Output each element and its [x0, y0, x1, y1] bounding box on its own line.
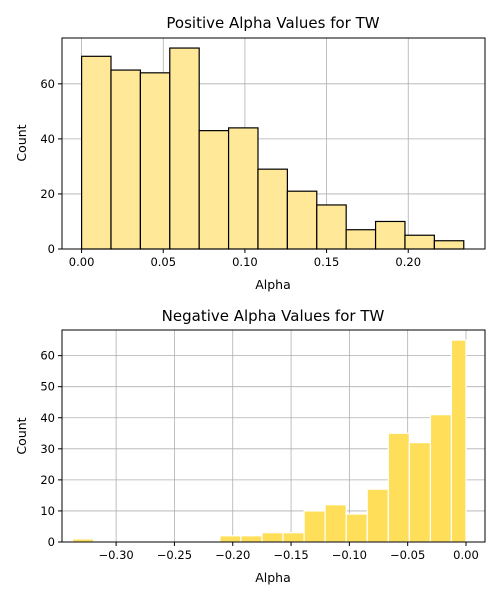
- histogram-bar: [450, 339, 467, 543]
- x-axis-label: Alpha: [255, 570, 291, 585]
- histogram-bar: [198, 130, 230, 250]
- x-tick-label: 0.00: [69, 255, 95, 269]
- y-tick-label: 40: [40, 411, 55, 425]
- histogram-bar: [227, 127, 259, 250]
- y-tick-label: 30: [40, 442, 55, 456]
- x-ticks: 0.00 0.05 0.10 0.15 0.20: [69, 249, 421, 269]
- chart-negative-alpha: Negative Alpha Values for TW Alpha Count…: [14, 307, 486, 585]
- x-tick-label: 0.20: [395, 255, 421, 269]
- y-axis-label: Count: [14, 417, 29, 454]
- histogram-bar: [261, 532, 284, 543]
- histogram-bar: [240, 535, 263, 543]
- x-tick-label: 0.15: [314, 255, 340, 269]
- y-tick-label: 20: [40, 473, 55, 487]
- chart-title: Positive Alpha Values for TW: [166, 14, 379, 32]
- x-tick-label: −0.15: [273, 548, 308, 562]
- histogram-bar: [429, 414, 453, 543]
- y-tick-label: 0: [48, 242, 55, 256]
- histogram-bar: [286, 190, 318, 250]
- y-tick-label: 40: [40, 132, 55, 146]
- x-tick-label: 0.00: [453, 548, 479, 562]
- y-axis-label: Count: [14, 124, 29, 161]
- y-tick-label: 60: [40, 77, 55, 91]
- histogram-bar: [110, 69, 141, 250]
- x-tick-label: −0.20: [215, 548, 250, 562]
- histogram-bar: [80, 55, 112, 250]
- x-tick-label: 0.05: [150, 255, 176, 269]
- histogram-bar: [366, 488, 389, 543]
- chart-title: Negative Alpha Values for TW: [162, 307, 385, 325]
- histogram-bar: [324, 504, 347, 543]
- histogram-bar: [408, 442, 432, 543]
- x-tick-label: −0.10: [332, 548, 367, 562]
- histogram-bar: [257, 168, 288, 250]
- bars: [71, 339, 467, 543]
- chart-positive-alpha: Positive Alpha Values for TW Alpha Count…: [14, 14, 486, 292]
- y-tick-label: 20: [40, 187, 55, 201]
- plot-frame: [61, 329, 486, 543]
- y-ticks: 0 20 40 60: [40, 77, 62, 256]
- y-tick-label: 0: [48, 535, 55, 549]
- x-tick-label: −0.25: [157, 548, 192, 562]
- y-tick-label: 50: [40, 380, 55, 394]
- plot-frame: [61, 37, 486, 250]
- histogram-bar: [219, 535, 242, 543]
- histogram-bar: [303, 510, 326, 543]
- histogram-bar: [345, 229, 377, 250]
- histogram-bar: [169, 47, 200, 250]
- histogram-bar: [139, 72, 171, 250]
- x-tick-label: −0.30: [98, 548, 133, 562]
- histogram-bar: [433, 240, 465, 250]
- histogram-bar: [316, 204, 347, 250]
- histogram-bar: [387, 432, 410, 543]
- histogram-bar: [282, 532, 305, 543]
- bars: [80, 47, 465, 250]
- x-tick-label: 0.10: [232, 255, 258, 269]
- y-tick-label: 10: [40, 504, 55, 518]
- histogram-bar: [374, 220, 406, 250]
- x-axis-label: Alpha: [255, 277, 291, 292]
- histogram-bar: [345, 513, 368, 543]
- y-tick-label: 60: [40, 349, 55, 363]
- histogram-bar: [404, 234, 435, 250]
- x-tick-label: −0.05: [390, 548, 425, 562]
- x-ticks: −0.30 −0.25 −0.20 −0.15 −0.10 −0.05 0.00: [98, 542, 479, 562]
- y-ticks: 0 10 20 30 40 50 60: [40, 349, 62, 549]
